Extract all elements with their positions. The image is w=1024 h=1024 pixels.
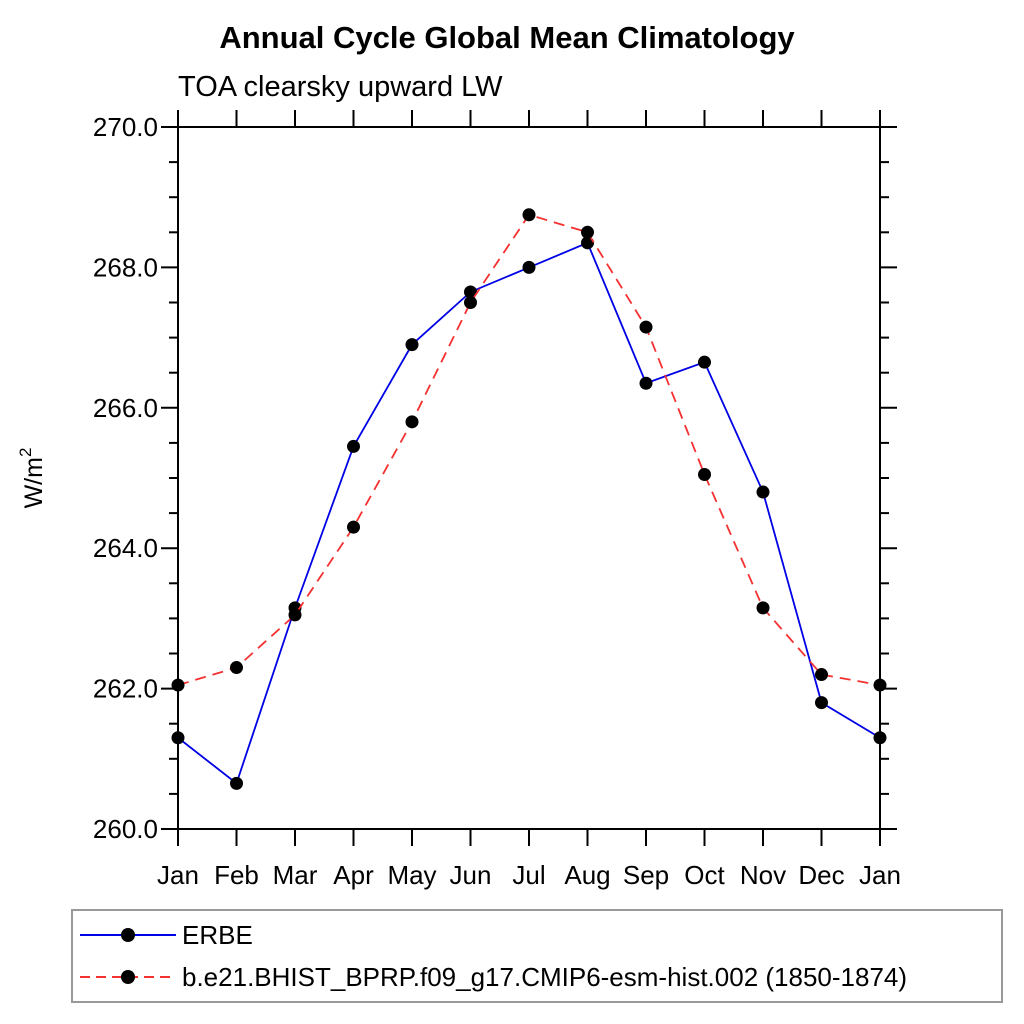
plot-frame (177, 126, 881, 830)
data-point-marker (522, 260, 536, 274)
month-label: Jan (157, 860, 199, 890)
data-point-marker (639, 376, 653, 390)
month-label: Apr (333, 860, 374, 890)
legend-entry-model: b.e21.BHIST_BPRP.f09_g17.CMIP6-esm-hist.… (73, 956, 1001, 998)
erbe-line-sample-icon (80, 928, 176, 942)
data-point-marker (639, 320, 653, 334)
data-point-marker (581, 236, 594, 250)
y-tick-label: 264.0 (93, 533, 158, 563)
month-label: Dec (798, 860, 844, 890)
data-point-marker (698, 355, 711, 369)
data-point-marker (756, 485, 770, 499)
y-tick-label: 260.0 (93, 814, 158, 844)
data-point-marker (464, 285, 477, 299)
series-line (177, 241, 881, 785)
legend-entry-erbe: ERBE (73, 914, 1001, 956)
data-point-marker (230, 661, 243, 675)
month-label: Feb (214, 860, 259, 890)
x-axis-labels: Jan Feb Mar Apr May Jun Jul Aug Sep Oct Nov Dec Jan (157, 860, 901, 890)
month-label: Jan (859, 860, 901, 890)
month-label: Aug (564, 860, 610, 890)
data-point-marker (171, 731, 185, 745)
y-axis-labels: 260.0 262.0 264.0 266.0 268.0 270.0 (93, 112, 158, 844)
data-point-marker (464, 296, 477, 309)
data-point-marker (171, 678, 185, 692)
data-point-marker (288, 608, 302, 622)
data-point-marker (405, 415, 419, 429)
model-dashed-line-sample-icon (80, 970, 176, 984)
series-erbe (171, 236, 887, 790)
month-label: Oct (684, 860, 725, 890)
data-point-marker (873, 731, 887, 745)
month-label: Nov (740, 860, 786, 890)
data-point-marker (581, 225, 594, 239)
month-label: Jun (450, 860, 492, 890)
series-line (177, 213, 881, 686)
month-label: Jul (512, 860, 545, 890)
legend-label-model: b.e21.BHIST_BPRP.f09_g17.CMIP6-esm-hist.… (182, 961, 908, 992)
y-tick-label: 262.0 (93, 674, 158, 704)
y-tick-label: 266.0 (93, 393, 158, 423)
legend: ERBE b.e21.BHIST_BPRP.f09_g17.CMIP6-esm-… (71, 909, 1003, 1003)
legend-label-erbe: ERBE (182, 919, 253, 950)
data-point-marker (815, 668, 828, 682)
month-label: Mar (273, 860, 318, 890)
data-point-marker (815, 696, 828, 710)
data-point-marker (230, 776, 243, 790)
data-point-marker (405, 338, 419, 352)
month-label: Sep (623, 860, 669, 890)
y-tick-label: 268.0 (93, 252, 158, 282)
y-axis-ticks (161, 126, 897, 830)
data-point-marker (522, 208, 536, 222)
month-label: May (387, 860, 436, 890)
data-point-marker (756, 601, 770, 615)
chart-title: Annual Cycle Global Mean Climatology (219, 20, 795, 55)
data-point-marker (347, 520, 360, 534)
data-point-marker (347, 439, 360, 453)
data-point-marker (698, 467, 711, 481)
y-axis-title: W/m2 (16, 448, 48, 509)
y-tick-label: 270.0 (93, 112, 158, 142)
chart-subtitle: TOA clearsky upward LW (178, 71, 503, 103)
x-axis-ticks (177, 110, 881, 846)
data-point-marker (873, 678, 887, 692)
series-model (171, 208, 887, 692)
annual-cycle-plot: 260.0 262.0 264.0 266.0 268.0 270.0 Jan Feb Mar A… (16, 110, 901, 890)
